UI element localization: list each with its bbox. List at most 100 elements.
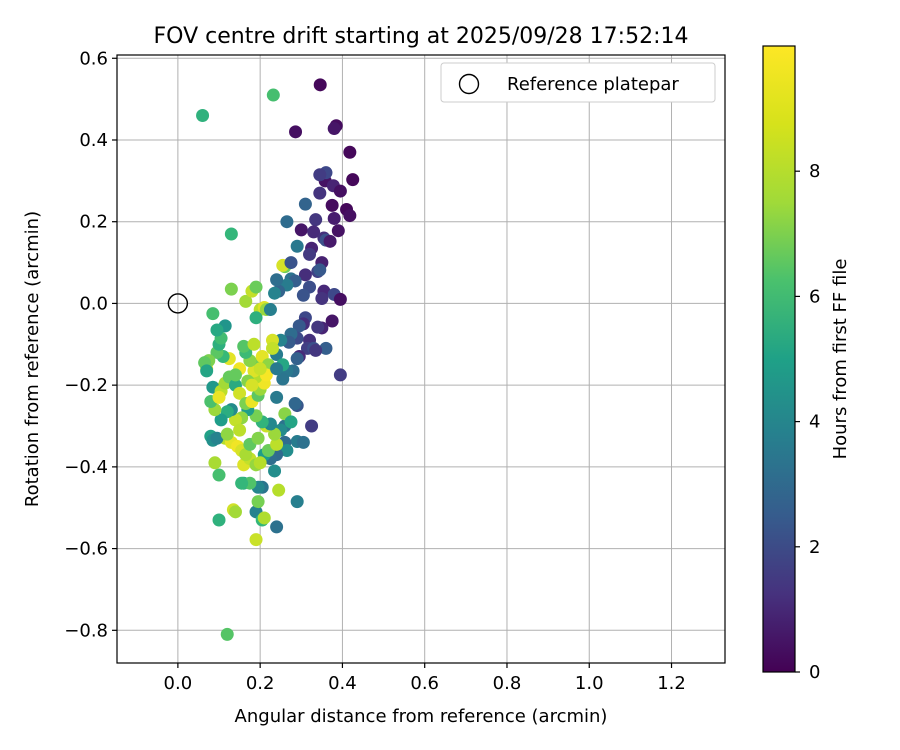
data-point bbox=[239, 448, 253, 462]
data-point bbox=[270, 273, 284, 287]
colorbar-gradient bbox=[762, 45, 796, 673]
x-tick-label: 0.4 bbox=[328, 673, 357, 694]
data-point bbox=[263, 303, 277, 317]
data-point bbox=[220, 627, 234, 641]
chart-title: FOV centre drift starting at 2025/09/28 … bbox=[154, 24, 689, 49]
data-point bbox=[303, 247, 317, 261]
data-point bbox=[210, 323, 224, 337]
data-point bbox=[228, 505, 242, 519]
y-axis-ticks: −0.8 −0.6 −0.4 −0.2 0.0 0.2 0.4 0.6 bbox=[64, 48, 117, 641]
data-point bbox=[235, 476, 249, 490]
data-point bbox=[325, 198, 339, 212]
x-axis-label: Angular distance from reference (arcmin) bbox=[235, 706, 608, 727]
data-points bbox=[196, 78, 360, 641]
x-tick-label: 1.0 bbox=[575, 673, 604, 694]
data-point bbox=[331, 224, 345, 238]
legend: Reference platepar bbox=[440, 62, 716, 103]
data-point bbox=[265, 341, 279, 355]
data-point bbox=[233, 386, 247, 400]
colorbar-tick-label: 8 bbox=[809, 161, 820, 182]
data-point bbox=[200, 364, 214, 378]
data-point bbox=[311, 320, 325, 334]
data-point bbox=[212, 513, 226, 527]
data-point bbox=[346, 173, 360, 187]
data-point bbox=[206, 307, 220, 321]
data-point bbox=[296, 435, 310, 449]
data-point bbox=[268, 286, 282, 300]
data-point bbox=[249, 311, 263, 325]
data-point bbox=[239, 294, 253, 308]
x-axis-ticks: 0.0 0.2 0.4 0.6 0.8 1.0 1.2 bbox=[164, 663, 686, 694]
legend-entry-label: Reference platepar bbox=[507, 74, 679, 95]
data-point bbox=[309, 213, 323, 227]
data-point bbox=[253, 362, 267, 376]
data-point bbox=[343, 145, 357, 159]
data-point bbox=[333, 292, 347, 306]
data-point bbox=[327, 211, 341, 225]
data-point bbox=[272, 483, 286, 497]
data-point bbox=[288, 397, 302, 411]
data-point bbox=[268, 427, 282, 441]
data-point bbox=[268, 464, 282, 478]
plot-frame bbox=[116, 54, 726, 664]
x-tick-label: 0.0 bbox=[164, 673, 193, 694]
legend-box bbox=[440, 62, 716, 103]
data-point bbox=[214, 413, 228, 427]
data-point bbox=[294, 223, 308, 237]
y-tick-label: 0.4 bbox=[79, 130, 108, 151]
data-point bbox=[289, 125, 303, 139]
data-point bbox=[284, 415, 298, 429]
data-point bbox=[343, 209, 357, 223]
data-point bbox=[270, 437, 284, 451]
data-point bbox=[325, 314, 339, 328]
data-point bbox=[323, 234, 337, 248]
data-point bbox=[327, 122, 341, 136]
data-point bbox=[266, 88, 280, 102]
data-point bbox=[280, 215, 294, 229]
data-point bbox=[251, 495, 265, 509]
data-point bbox=[290, 495, 304, 509]
data-point bbox=[313, 168, 327, 182]
y-axis-label: Rotation from reference (arcmin) bbox=[22, 211, 43, 507]
colorbar-tick-label: 2 bbox=[809, 537, 820, 558]
data-point bbox=[270, 520, 284, 534]
data-point bbox=[280, 444, 294, 458]
data-point bbox=[290, 352, 304, 366]
data-point bbox=[245, 378, 259, 392]
data-point bbox=[220, 427, 234, 441]
data-point bbox=[313, 263, 327, 277]
data-point bbox=[284, 256, 298, 270]
data-point bbox=[249, 533, 263, 547]
data-point bbox=[333, 184, 347, 198]
colorbar-tick-label: 4 bbox=[809, 412, 820, 433]
colorbar: 0 2 4 6 8 Hours from first FF file bbox=[762, 45, 851, 683]
data-point bbox=[315, 292, 329, 306]
y-tick-label: 0.2 bbox=[79, 212, 108, 233]
data-point bbox=[276, 372, 290, 386]
data-point bbox=[313, 78, 327, 92]
data-point bbox=[224, 227, 238, 241]
data-point bbox=[228, 413, 242, 427]
reference-platepar-marker bbox=[167, 293, 189, 314]
colorbar-tick-label: 0 bbox=[809, 662, 820, 683]
data-point bbox=[307, 225, 321, 239]
x-tick-label: 1.2 bbox=[657, 673, 686, 694]
x-tick-label: 0.8 bbox=[493, 673, 522, 694]
y-tick-label: −0.8 bbox=[64, 620, 108, 641]
data-point bbox=[333, 368, 347, 382]
legend-marker-icon bbox=[458, 73, 480, 95]
data-point bbox=[212, 390, 226, 404]
data-point bbox=[233, 423, 247, 437]
y-tick-label: 0.0 bbox=[79, 293, 108, 314]
data-point bbox=[212, 468, 226, 482]
data-point bbox=[237, 339, 251, 353]
data-point bbox=[313, 186, 327, 200]
data-point bbox=[270, 362, 284, 376]
data-point bbox=[208, 456, 222, 470]
y-tick-label: −0.2 bbox=[64, 375, 108, 396]
data-point bbox=[298, 197, 312, 211]
data-point bbox=[228, 368, 242, 382]
data-point bbox=[305, 419, 319, 433]
data-point bbox=[270, 390, 284, 404]
data-point bbox=[196, 108, 210, 122]
